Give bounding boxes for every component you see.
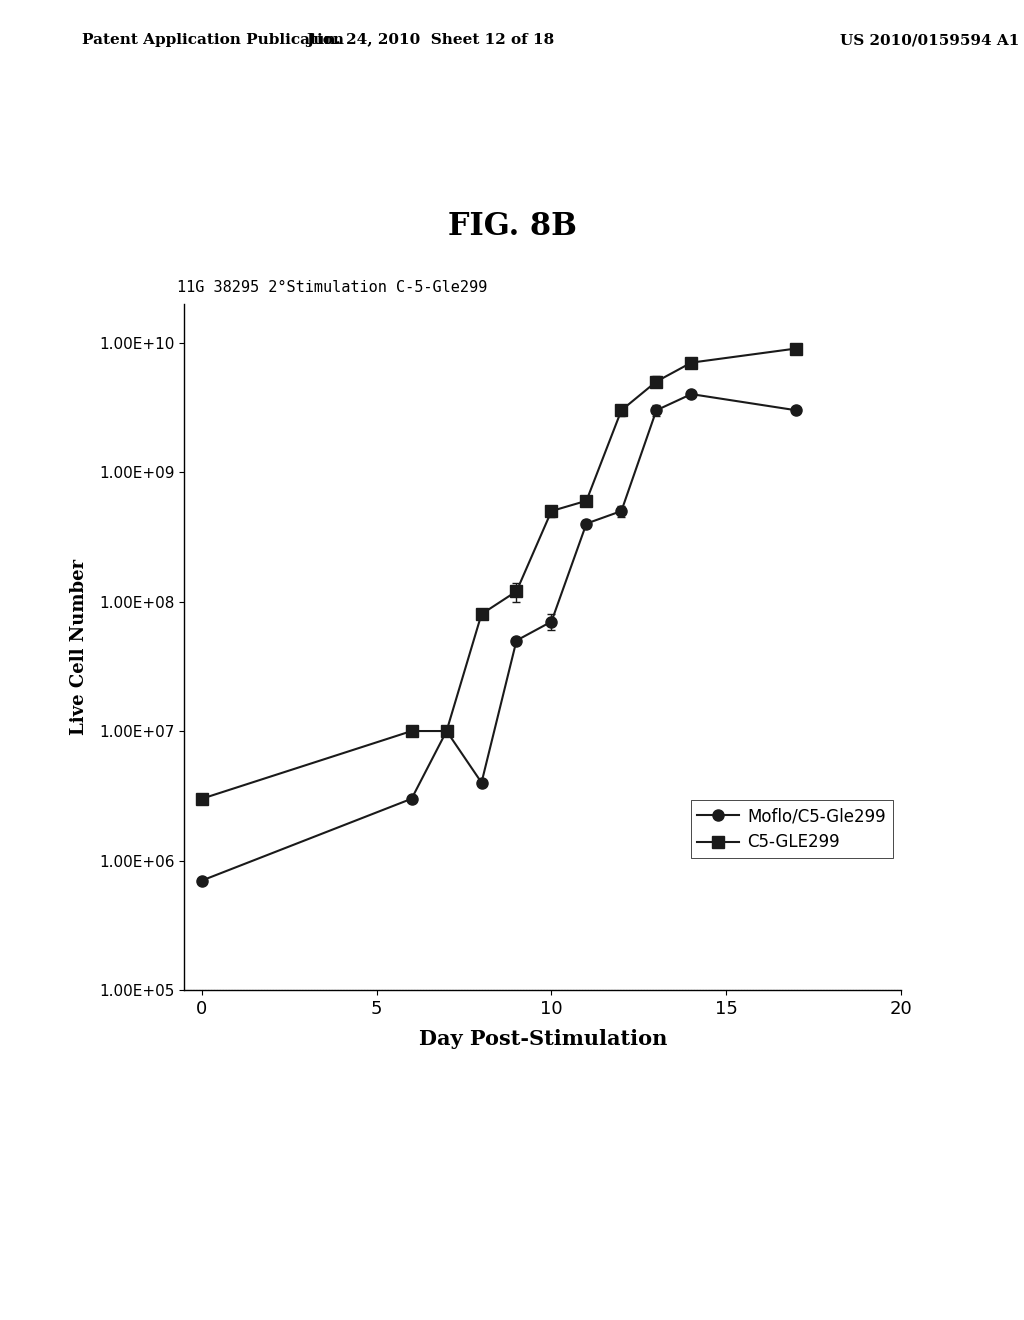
C5-GLE299: [406, 723, 418, 739]
Text: FIG. 8B: FIG. 8B: [447, 211, 577, 242]
Moflo/C5-Gle299: [685, 387, 697, 403]
Moflo/C5-Gle299: [546, 614, 558, 630]
Text: Jun. 24, 2010  Sheet 12 of 18: Jun. 24, 2010 Sheet 12 of 18: [306, 33, 554, 48]
Moflo/C5-Gle299: [510, 632, 522, 648]
Line: C5-GLE299: C5-GLE299: [197, 343, 802, 804]
C5-GLE299: [650, 374, 663, 389]
Line: Moflo/C5-Gle299: Moflo/C5-Gle299: [197, 388, 802, 886]
C5-GLE299: [546, 503, 558, 519]
Moflo/C5-Gle299: [475, 775, 487, 791]
Legend: Moflo/C5-Gle299, C5-GLE299: Moflo/C5-Gle299, C5-GLE299: [691, 800, 893, 858]
C5-GLE299: [475, 606, 487, 622]
Moflo/C5-Gle299: [650, 403, 663, 418]
Text: US 2010/0159594 A1: US 2010/0159594 A1: [840, 33, 1019, 48]
Text: Patent Application Publication: Patent Application Publication: [82, 33, 344, 48]
Moflo/C5-Gle299: [406, 791, 418, 807]
Moflo/C5-Gle299: [615, 503, 628, 519]
Moflo/C5-Gle299: [581, 516, 593, 532]
C5-GLE299: [440, 723, 453, 739]
C5-GLE299: [196, 791, 208, 807]
C5-GLE299: [581, 492, 593, 508]
Moflo/C5-Gle299: [791, 403, 803, 418]
C5-GLE299: [510, 583, 522, 599]
Y-axis label: Live Cell Number: Live Cell Number: [70, 558, 88, 735]
Moflo/C5-Gle299: [440, 723, 453, 739]
C5-GLE299: [685, 355, 697, 371]
Moflo/C5-Gle299: [196, 873, 208, 888]
Text: 11G 38295 2°Stimulation C-5-Gle299: 11G 38295 2°Stimulation C-5-Gle299: [177, 280, 487, 296]
X-axis label: Day Post-Stimulation: Day Post-Stimulation: [419, 1028, 667, 1049]
C5-GLE299: [615, 403, 628, 418]
C5-GLE299: [791, 341, 803, 356]
